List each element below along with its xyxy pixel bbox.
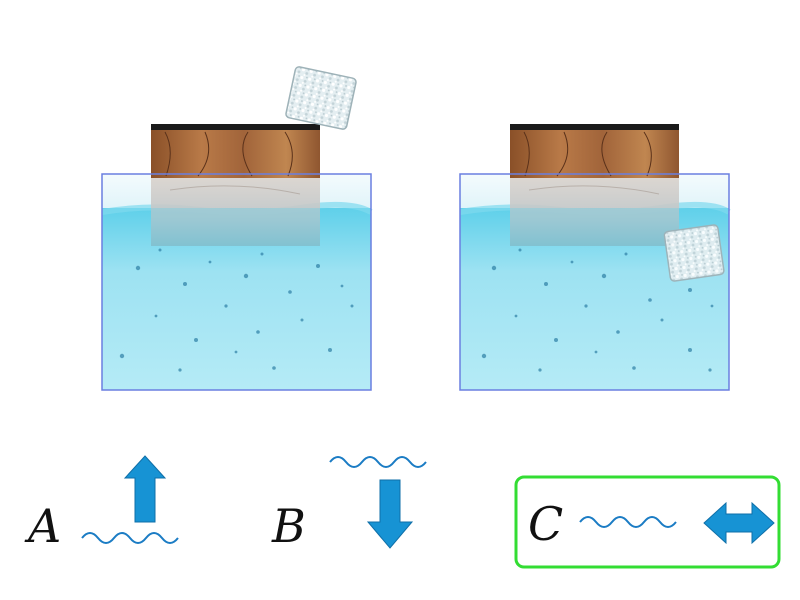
- wave-line-icon: [579, 516, 677, 528]
- ice-cube-icon: [285, 66, 357, 130]
- wave-line-icon: [329, 456, 427, 468]
- wood-block-icon: [151, 124, 320, 246]
- option-c-letter: C: [528, 497, 563, 551]
- right-tank: [459, 124, 731, 391]
- wave-line-icon: [81, 532, 179, 544]
- arrow-left-right-icon: [703, 501, 775, 545]
- right-water-bubbles: [481, 248, 714, 372]
- option-a[interactable]: A: [24, 455, 179, 553]
- arrow-up-icon: [123, 455, 167, 523]
- option-c-selection-box: [514, 475, 781, 569]
- wood-block-icon: [510, 124, 679, 246]
- arrow-down-icon: [366, 479, 414, 549]
- option-a-letter: A: [24, 499, 61, 553]
- option-c[interactable]: C: [514, 475, 781, 569]
- left-tank: [101, 66, 373, 391]
- right-tank-outline: [459, 173, 730, 391]
- left-water-bubbles: [119, 248, 354, 372]
- ice-cube-icon: [663, 224, 725, 282]
- left-tank-outline: [101, 173, 372, 391]
- option-b[interactable]: B: [271, 456, 427, 553]
- option-b-letter: B: [271, 499, 306, 553]
